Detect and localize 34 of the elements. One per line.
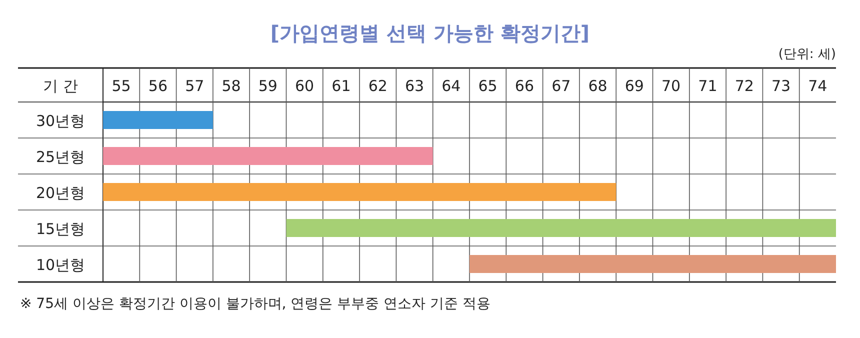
x-tick-label: 60 (295, 77, 314, 95)
x-tick-label: 64 (442, 77, 461, 95)
x-tick-label: 70 (662, 77, 681, 95)
x-tick-label: 71 (698, 77, 718, 95)
x-tick-label: 55 (112, 77, 131, 95)
bar (103, 147, 433, 165)
y-tick-label: 30년형 (36, 112, 86, 130)
x-tick-label: 65 (478, 77, 498, 95)
x-tick-label: 57 (185, 77, 204, 95)
x-tick-label: 58 (222, 77, 241, 95)
y-tick-label: 25년형 (36, 148, 86, 166)
x-tick-label: 74 (808, 77, 828, 95)
x-tick-label: 62 (368, 77, 388, 95)
x-tick-label: 72 (734, 77, 754, 95)
y-tick-label: 10년형 (36, 256, 86, 274)
bar (286, 219, 836, 237)
y-tick-label: 20년형 (36, 184, 86, 202)
chart-title: [가입연령별 선택 가능한 확정기간] (270, 21, 590, 45)
bar (470, 255, 836, 273)
x-tick-label: 61 (332, 77, 351, 95)
text: ※ 75세 이상은 확정기간 이용이 불가하며, 연령은 부부중 연소자 기준 적용 (20, 296, 490, 312)
x-tick-label: 73 (771, 77, 791, 95)
x-tick-label: 56 (148, 77, 168, 95)
y-tick-label: 15년형 (36, 220, 86, 238)
x-tick-label: 63 (404, 77, 424, 95)
x-tick-label: 66 (514, 77, 534, 95)
bar (103, 111, 213, 129)
x-tick-label: 67 (552, 77, 571, 95)
y-axis-title: 기 간 (43, 77, 78, 95)
x-tick-label: 59 (258, 77, 278, 95)
x-tick-label: 68 (588, 77, 608, 95)
chart-subtitle: (단위: 세) (778, 47, 836, 62)
bar (103, 183, 616, 201)
x-tick-label: 69 (624, 77, 644, 95)
